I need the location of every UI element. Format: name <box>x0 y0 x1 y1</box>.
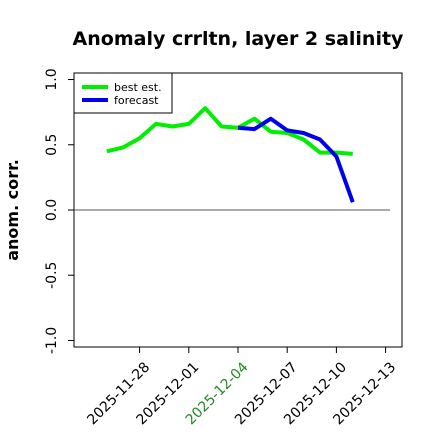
y-tick-label: -1.0 <box>44 327 60 354</box>
y-tick-label: 0.0 <box>44 199 60 221</box>
series-line-forecast <box>237 116 355 203</box>
legend: best est.forecast <box>73 72 173 114</box>
legend-label: forecast <box>114 94 159 107</box>
series-line-best-est <box>106 106 353 156</box>
y-axis-label: anom. corr. <box>3 159 22 261</box>
legend-label: best est. <box>114 81 162 94</box>
axes: -1.0-0.50.00.51.02025-11-282025-12-01202… <box>44 68 403 428</box>
y-tick-label: -0.5 <box>44 262 60 289</box>
chart-title: Anomaly crrltn, layer 2 salinity <box>73 28 404 50</box>
y-tick-label: 0.5 <box>44 134 60 156</box>
y-tick-label: 1.0 <box>44 68 60 90</box>
plot-area <box>74 106 390 211</box>
legend-box <box>73 72 173 114</box>
